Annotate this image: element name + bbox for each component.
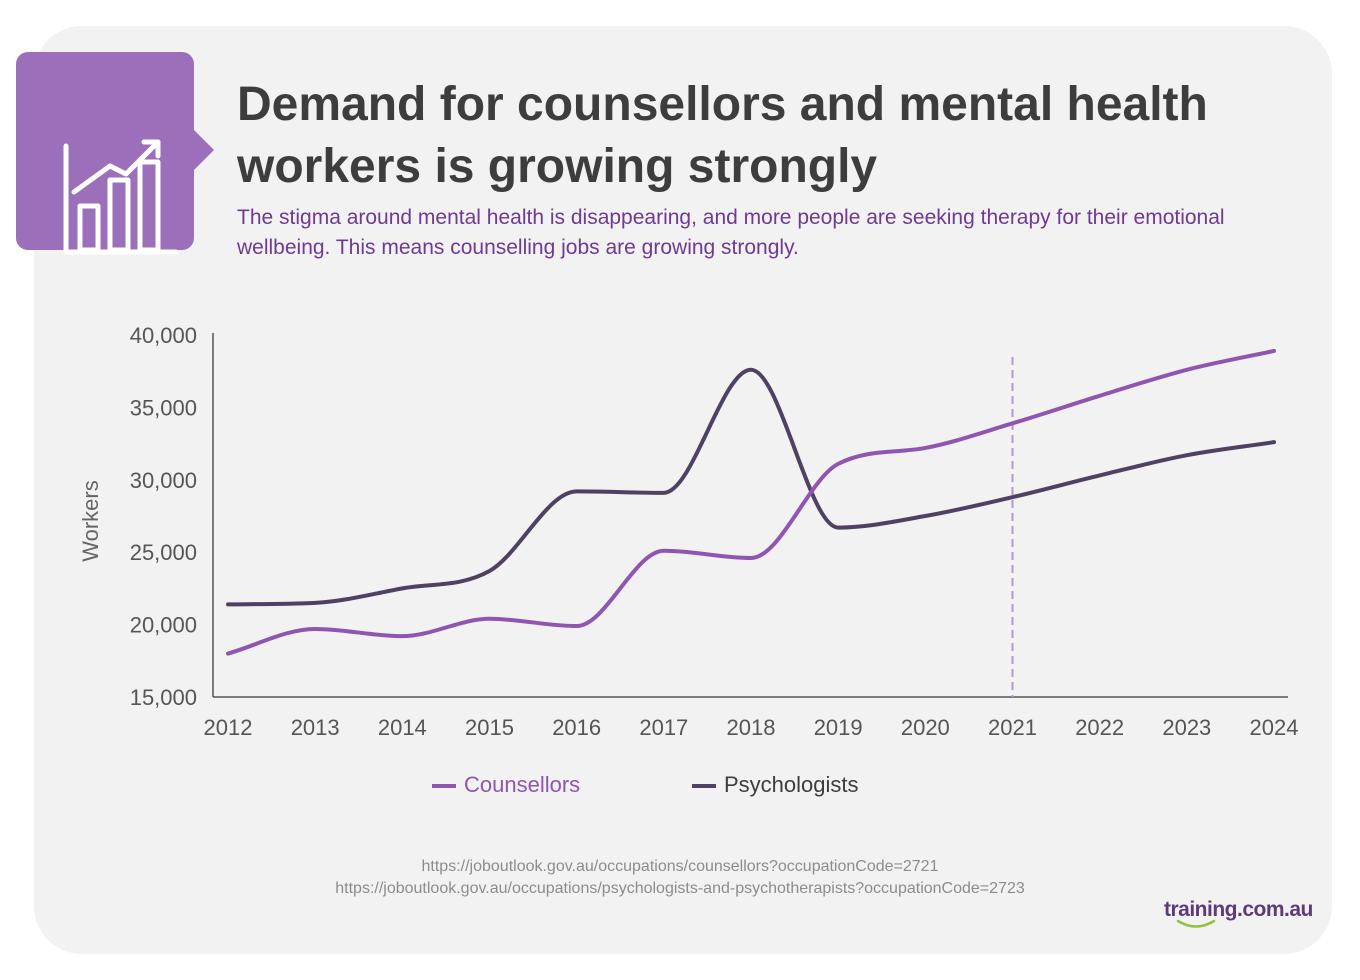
- x-tick-label: 2015: [465, 715, 514, 740]
- page-subtitle: The stigma around mental health is disap…: [237, 206, 1225, 259]
- x-tick-label: 2016: [552, 715, 601, 740]
- header-badge: [16, 52, 194, 255]
- badge-pointer: [192, 128, 214, 172]
- series-line-psychologists: [226, 367, 1276, 607]
- logo-smile-icon: [1176, 919, 1216, 928]
- source-link-psychologists[interactable]: https://joboutlook.gov.au/occupations/ps…: [335, 880, 1025, 897]
- legend-counsellors-label: Counsellors: [464, 772, 580, 797]
- x-tick-label: 2012: [204, 715, 253, 740]
- y-tick-label: 25,000: [130, 540, 197, 565]
- legend-psychologists-label: Psychologists: [724, 772, 859, 797]
- growth-bar-chart-icon: [63, 139, 179, 255]
- x-tick-label: 2018: [727, 715, 776, 740]
- series-line-counsellors: [226, 348, 1276, 656]
- infographic-card: [34, 26, 1332, 954]
- x-tick-label: 2021: [988, 715, 1037, 740]
- x-tick-label: 2022: [1075, 715, 1124, 740]
- x-tick-label: 2014: [378, 715, 427, 740]
- x-tick-label: 2024: [1250, 715, 1299, 740]
- y-tick-label: 30,000: [130, 468, 197, 493]
- y-tick-label: 35,000: [130, 395, 197, 420]
- x-tick-label: 2023: [1162, 715, 1211, 740]
- page-title: Demand for counsellors and mental health…: [237, 78, 1208, 193]
- x-tick-label: 2020: [901, 715, 950, 740]
- y-tick-label: 40,000: [130, 323, 197, 348]
- x-tick-label: 2017: [639, 715, 688, 740]
- x-tick-label: 2013: [291, 715, 340, 740]
- source-link-counsellors[interactable]: https://joboutlook.gov.au/occupations/co…: [421, 858, 939, 875]
- y-axis-title: Workers: [78, 480, 103, 562]
- y-tick-label: 15,000: [130, 685, 197, 710]
- x-tick-label: 2019: [814, 715, 863, 740]
- y-tick-label: 20,000: [130, 613, 197, 638]
- brand-logo: training.com.au: [1164, 898, 1313, 921]
